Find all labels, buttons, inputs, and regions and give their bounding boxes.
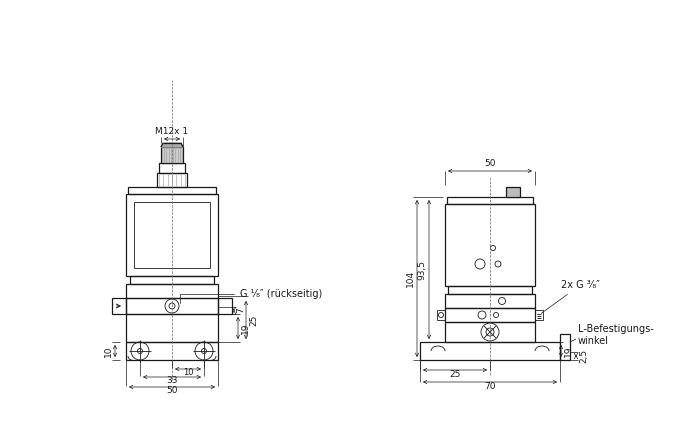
Text: L-Befestigungs-
winkel: L-Befestigungs- winkel <box>578 324 654 346</box>
Polygon shape <box>161 143 183 147</box>
Text: 7: 7 <box>237 308 246 314</box>
Bar <box>126 314 218 342</box>
Bar <box>445 322 535 342</box>
Text: G ¹⁄₈″ (rückseitig): G ¹⁄₈″ (rückseitig) <box>180 289 322 303</box>
Text: 25: 25 <box>249 314 258 326</box>
Bar <box>112 298 126 314</box>
Bar <box>506 187 520 197</box>
Text: M12x 1: M12x 1 <box>156 127 188 136</box>
Text: 104: 104 <box>406 270 415 287</box>
Text: 70: 70 <box>484 382 496 391</box>
Bar <box>437 310 445 320</box>
Text: 19: 19 <box>563 345 572 357</box>
Bar <box>447 197 533 204</box>
Bar <box>128 187 216 194</box>
Text: 2x G ³⁄₈″: 2x G ³⁄₈″ <box>541 280 600 314</box>
Bar <box>445 204 535 286</box>
Bar <box>134 202 210 268</box>
Bar <box>420 342 560 360</box>
Text: 10: 10 <box>183 368 193 377</box>
Text: 33: 33 <box>166 376 178 385</box>
Text: 50: 50 <box>484 159 496 168</box>
Bar <box>448 286 532 294</box>
Bar <box>130 276 214 284</box>
Bar <box>126 194 218 276</box>
Bar <box>159 163 185 173</box>
Text: 50: 50 <box>166 386 178 395</box>
Bar <box>445 294 535 308</box>
Bar <box>218 298 232 314</box>
Text: 25: 25 <box>450 370 461 379</box>
Bar <box>535 310 543 320</box>
Bar <box>445 308 535 322</box>
Text: 93,5: 93,5 <box>417 259 426 279</box>
Bar <box>126 284 218 298</box>
Bar <box>161 147 183 163</box>
Bar <box>560 334 570 360</box>
Text: 19: 19 <box>241 322 249 334</box>
Text: 10: 10 <box>103 345 112 357</box>
Bar <box>126 342 218 360</box>
Bar <box>157 173 187 187</box>
Text: 2,5: 2,5 <box>579 349 588 363</box>
Bar <box>126 298 218 314</box>
